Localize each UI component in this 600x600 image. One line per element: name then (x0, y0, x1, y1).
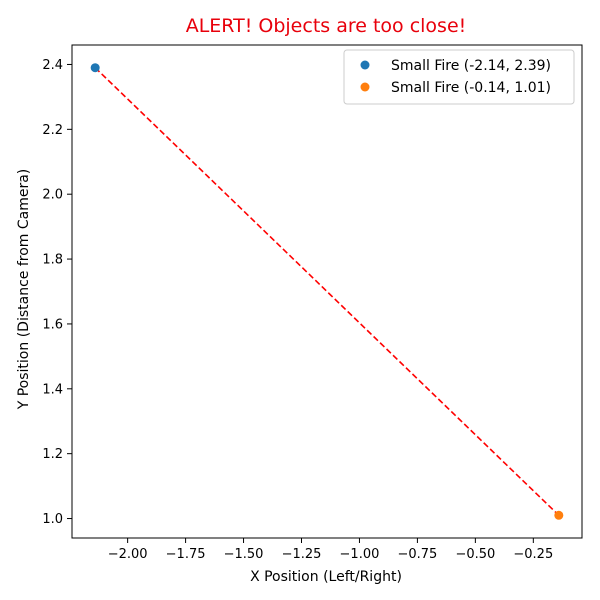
x-tick-label: −1.75 (166, 547, 206, 562)
y-tick-label: 1.6 (42, 317, 63, 332)
y-axis-label: Y Position (Distance from Camera) (16, 169, 32, 411)
x-tick-label: −0.75 (397, 547, 437, 562)
x-tick-label: −0.25 (513, 547, 553, 562)
y-tick-label: 2.0 (42, 188, 63, 203)
data-point-2 (554, 510, 564, 520)
y-tick-label: 1.8 (42, 253, 63, 268)
legend-entry-2: Small Fire (-0.14, 1.01) (391, 80, 551, 96)
legend-marker-1 (360, 60, 370, 70)
x-tick-label: −1.50 (224, 547, 264, 562)
connector-line (94, 67, 560, 516)
legend: Small Fire (-2.14, 2.39) Small Fire (-0.1… (343, 49, 575, 105)
y-tick-label: 1.4 (42, 382, 63, 397)
y-tick-label: 2.4 (42, 58, 63, 73)
x-axis-label: X Position (Left/Right) (250, 569, 402, 585)
x-tick-label: −1.00 (340, 547, 380, 562)
chart-title: ALERT! Objects are too close! (186, 15, 467, 37)
legend-marker-2 (360, 82, 370, 92)
x-tick-label: −0.50 (455, 547, 495, 562)
legend-entry-1: Small Fire (-2.14, 2.39) (391, 58, 551, 74)
y-tick-label: 1.0 (42, 512, 63, 527)
data-point-1 (90, 63, 100, 73)
plot-area (71, 44, 583, 539)
x-tick-label: −2.00 (108, 547, 148, 562)
axis-ticks: −2.00 −1.75 −1.50 −1.25 −1.00 −0.75 −0.50 −0.25… (42, 58, 553, 562)
y-tick-label: 1.2 (42, 447, 63, 462)
legend-box (343, 49, 575, 105)
y-tick-label: 2.2 (42, 123, 63, 138)
plot-frame (71, 44, 583, 539)
x-tick-label: −1.25 (282, 547, 322, 562)
